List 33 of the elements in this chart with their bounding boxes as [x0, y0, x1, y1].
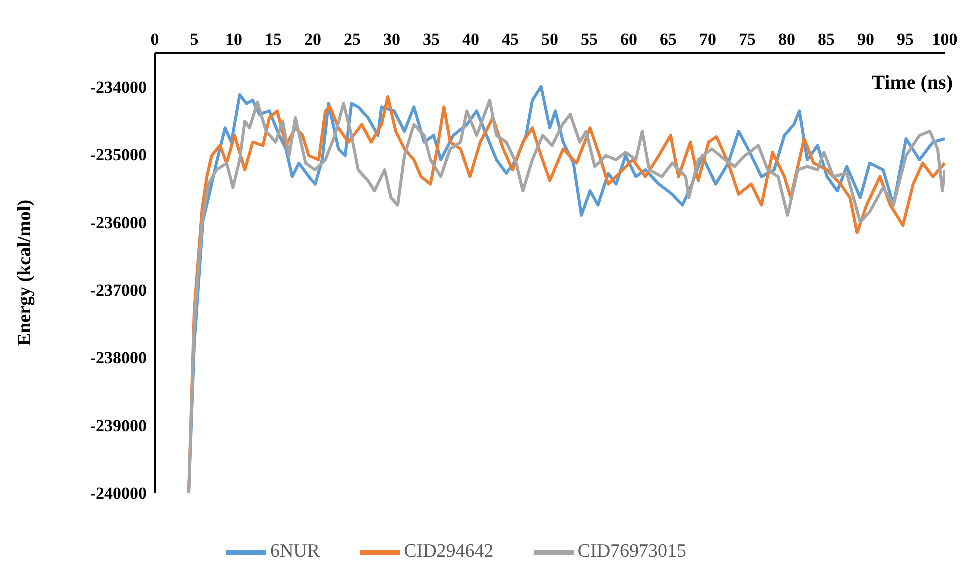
x-tick-label: 10: [226, 30, 242, 49]
x-tick-label: 30: [384, 30, 400, 49]
y-tick-label: -237000: [90, 280, 147, 300]
x-tick-label: 70: [700, 30, 716, 49]
x-tick-label: 75: [739, 30, 756, 49]
x-tick-label: 85: [818, 30, 835, 49]
x-tick-label: 55: [581, 30, 598, 49]
x-tick-label: 25: [344, 30, 361, 49]
x-axis-title: Time (ns): [872, 72, 953, 95]
y-tick-label: -235000: [90, 146, 147, 165]
x-tick-label: 45: [502, 30, 519, 49]
y-axis-title: Energy (kcal/mol): [14, 200, 36, 346]
x-tick-label: 0: [150, 30, 160, 49]
y-tick-label: -234000: [90, 78, 147, 97]
x-tick-label: 95: [897, 30, 914, 49]
x-tick-label: 90: [858, 30, 874, 49]
x-tick-label: 100: [932, 30, 958, 49]
legend-label: CID76973015: [578, 541, 687, 562]
x-tick-label: 15: [265, 30, 282, 49]
legend-label: CID294642: [404, 541, 494, 562]
x-tick-label: 35: [423, 30, 440, 49]
x-tick-label: 80: [778, 30, 796, 49]
x-tick-label: 50: [542, 30, 558, 49]
x-tick-label: 20: [304, 30, 322, 49]
legend-label: 6NUR: [270, 541, 320, 562]
x-tick-label: 40: [462, 30, 480, 49]
x-tick-label: 65: [660, 30, 677, 49]
x-tick-label: 5: [190, 30, 199, 49]
x-tick-label: 60: [620, 30, 638, 49]
y-tick-label: -240000: [90, 484, 147, 504]
y-tick-label: -236000: [90, 213, 147, 232]
y-tick-label: -239000: [90, 416, 147, 436]
y-tick-label: -238000: [90, 348, 147, 368]
